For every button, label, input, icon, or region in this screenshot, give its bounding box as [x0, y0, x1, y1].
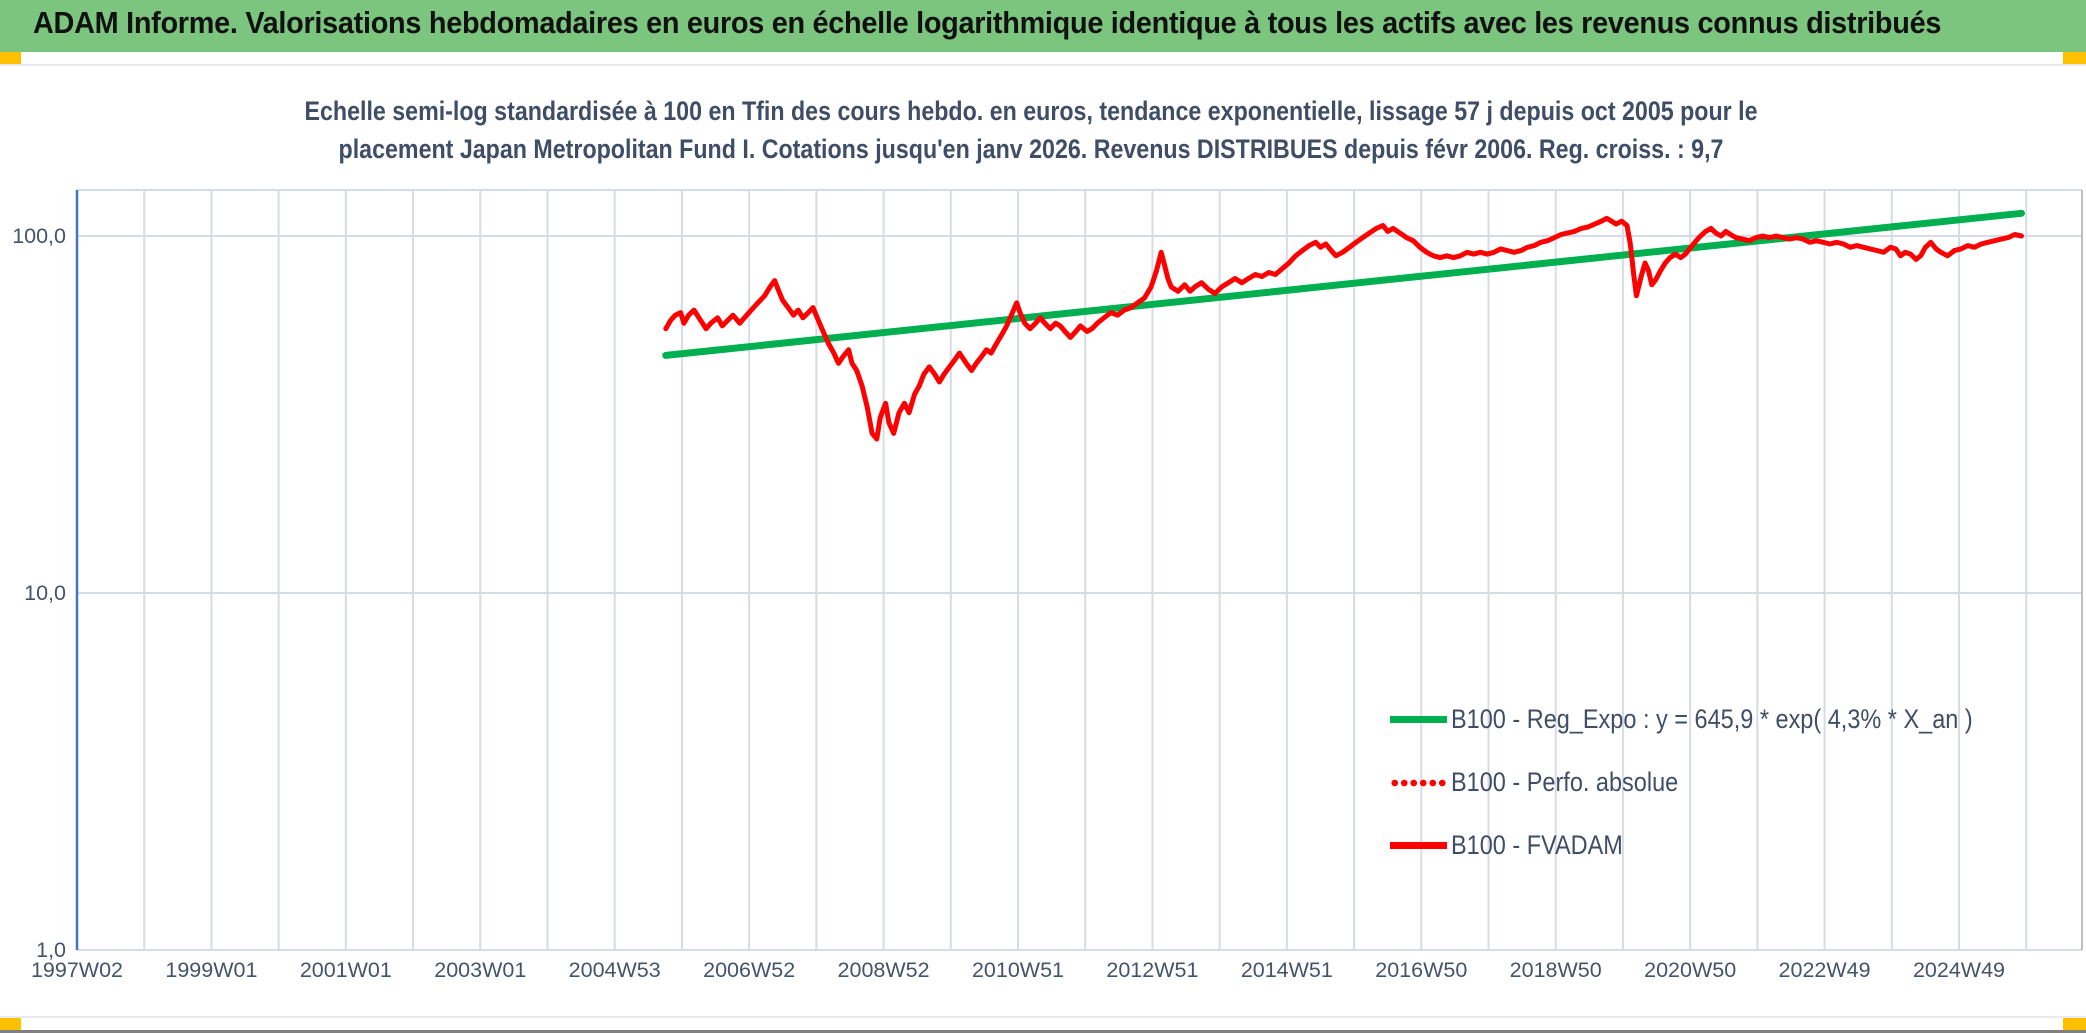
x-tick-label: 2003W01 — [434, 958, 527, 982]
x-tick-label: 2018W50 — [1509, 958, 1602, 982]
x-tick-label: 2008W52 — [837, 958, 930, 982]
footer-divider — [0, 1016, 2086, 1018]
legend-label: B100 - FVADAM — [1451, 830, 1623, 860]
y-tick-label: 100,0 — [12, 224, 66, 248]
x-tick-label: 2020W50 — [1644, 958, 1737, 982]
x-tick-label: 2001W01 — [299, 958, 392, 982]
legend-label: B100 - Reg_Expo : y = 645,9 * exp( 4,3% … — [1451, 704, 1973, 734]
legend-swatch-solid-line — [1390, 842, 1447, 849]
legend-swatch-dotted-line — [1390, 778, 1447, 787]
accent-square-bottom-left — [0, 1018, 21, 1030]
accent-square-top-right — [2063, 52, 2086, 64]
footer-bar — [0, 1030, 2086, 1033]
legend-item: B100 - Perfo. absolue — [1390, 764, 2051, 801]
legend-label: B100 - Perfo. absolue — [1451, 767, 1679, 797]
series-line — [663, 215, 2024, 442]
chart-title-line-1: Echelle semi-log standardisée à 100 en T… — [304, 96, 1758, 126]
x-tick-label: 1997W02 — [30, 958, 124, 982]
x-tick-label: 1999W01 — [165, 958, 258, 982]
x-tick-label: 2004W53 — [568, 958, 661, 982]
y-tick-label: 10,0 — [24, 581, 66, 605]
header-title: ADAM Informe. Valorisations hebdomadaire… — [33, 5, 1942, 40]
y-tick-label: 1,0 — [36, 938, 66, 962]
x-tick-label: 2014W51 — [1240, 958, 1333, 982]
accent-square-bottom-right — [2063, 1018, 2086, 1030]
legend: B100 - Reg_Expo : y = 645,9 * exp( 4,3% … — [1390, 701, 2051, 890]
legend-item: B100 - FVADAM — [1390, 827, 2051, 864]
accent-square-top-left — [0, 52, 21, 64]
x-tick-label: 2024W49 — [1912, 958, 2005, 982]
x-tick-label: 2022W49 — [1778, 958, 1871, 982]
chart-title: Echelle semi-log standardisée à 100 en T… — [176, 92, 1886, 168]
legend-swatch-solid-line — [1390, 716, 1447, 723]
app-header: ADAM Informe. Valorisations hebdomadaire… — [0, 0, 2086, 52]
series-line — [662, 209, 2025, 359]
legend-item: B100 - Reg_Expo : y = 645,9 * exp( 4,3% … — [1390, 701, 2051, 738]
x-tick-label: 2006W52 — [703, 958, 796, 982]
x-tick-label: 2016W50 — [1375, 958, 1468, 982]
x-tick-label: 2012W51 — [1106, 958, 1199, 982]
header-divider — [0, 64, 2086, 66]
chart-title-line-2: placement Japan Metropolitan Fund I. Cot… — [338, 134, 1724, 164]
x-tick-label: 2010W51 — [971, 958, 1064, 982]
